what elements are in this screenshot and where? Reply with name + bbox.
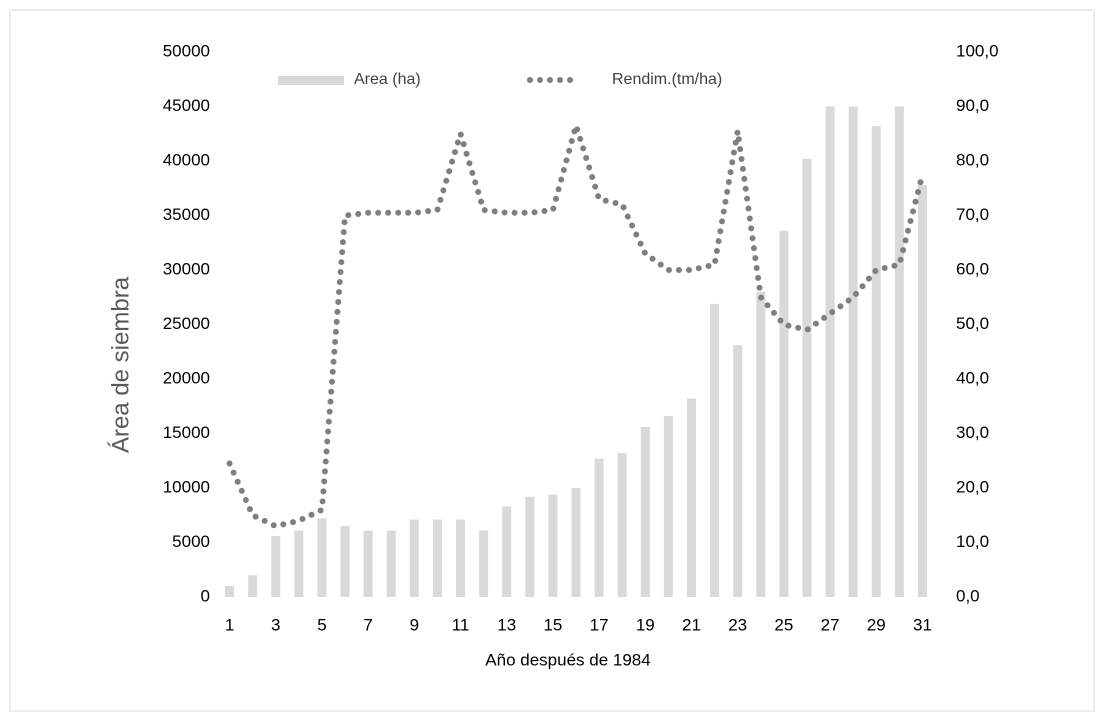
y-axis-title: Área de siembra [107,276,134,453]
y-tick-label: 15000 [163,423,210,442]
y2-tick-label: 20,0 [956,477,989,496]
bar [340,526,350,597]
y-tick-label: 0 [201,586,210,605]
bar [502,506,512,597]
bar [271,535,281,597]
x-tick-label: 27 [821,615,840,634]
legend-swatch [278,76,344,85]
y2-tick-label: 70,0 [956,205,989,224]
bar [548,494,558,597]
bar [710,303,720,597]
y2-tick-label: 50,0 [956,314,989,333]
y-tick-label: 20000 [163,368,210,387]
y2-tick-label: 30,0 [956,423,989,442]
line-series [226,122,926,530]
y-tick-label: 35000 [163,205,210,224]
bar [825,106,835,597]
y-tick-label: 10000 [163,477,210,496]
y-tick-label: 5000 [172,532,210,551]
bar [317,518,327,597]
bar [409,519,419,597]
y2-tick-label: 10,0 [956,532,989,551]
x-tick-label: 1 [225,615,234,634]
y2-tick-label: 0,0 [956,586,980,605]
bar [848,106,858,597]
x-tick-label: 21 [682,615,701,634]
bar [525,496,535,597]
x-tick-label: 17 [590,615,609,634]
bar [571,488,581,597]
x-tick-label: 19 [636,615,655,634]
x-tick-label: 15 [543,615,562,634]
legend-label: Area (ha) [354,71,421,88]
bar [640,426,650,597]
y-tick-label: 45000 [163,96,210,115]
bar [663,416,673,597]
bar [386,530,396,597]
chart-frame [9,9,1095,712]
bar [894,106,904,597]
x-tick-label: 11 [452,615,470,634]
bar [733,345,743,597]
bar [917,184,927,598]
y2-tick-label: 60,0 [956,259,989,278]
y-tick-label: 40000 [163,150,210,169]
bar [456,519,466,597]
y-tick-label: 25000 [163,314,210,333]
legend-label: Rendim.(tm/ha) [612,71,722,88]
bar [871,126,881,598]
bar [617,453,627,597]
x-tick-label: 7 [363,615,372,634]
y-tick-label: 30000 [163,259,210,278]
bar [294,530,304,597]
x-tick-label: 29 [867,615,886,634]
y2-tick-label: 80,0 [956,150,989,169]
x-tick-label: 25 [774,615,793,634]
bar [225,586,235,597]
bar [432,519,442,597]
bar [686,398,696,597]
y2-tick-label: 40,0 [956,368,989,387]
x-tick-label: 5 [317,615,326,634]
x-tick-label: 31 [913,615,932,634]
bar [779,230,789,597]
x-tick-label: 23 [728,615,747,634]
bar [802,158,812,597]
x-axis-title: Año después de 1984 [485,650,650,669]
bar [363,530,373,597]
bar [248,575,258,597]
x-tick-label: 13 [497,615,516,634]
y2-tick-label: 90,0 [956,96,989,115]
bar [594,458,604,597]
y2-tick-label: 100,0 [956,41,999,60]
bar [479,530,489,597]
x-tick-label: 3 [271,615,280,634]
y-tick-label: 50000 [163,41,210,60]
x-tick-label: 9 [410,615,419,634]
bar [756,291,766,597]
